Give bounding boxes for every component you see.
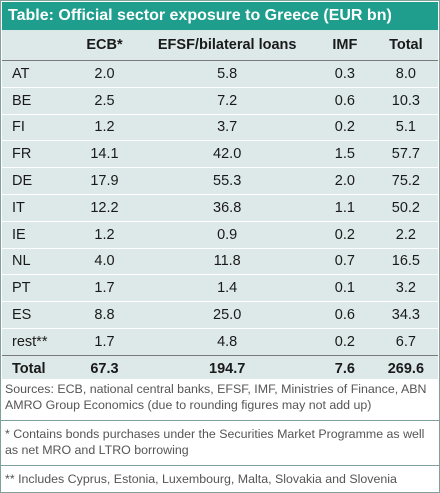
- cell-efsf: 0.9: [138, 221, 316, 249]
- row-country: PT: [2, 274, 71, 303]
- cell-efsf: 7.2: [138, 87, 316, 115]
- cell-efsf: 42.0: [138, 140, 316, 169]
- cell-efsf: 5.8: [138, 60, 316, 88]
- cell-total: 6.7: [395, 333, 416, 350]
- row-country: NL: [2, 248, 71, 276]
- cell-imf: 0.1: [315, 274, 374, 303]
- footnote-divider: [1, 420, 440, 421]
- row-country: BE: [2, 87, 71, 115]
- cell-efsf: 11.8: [138, 248, 316, 276]
- cell-imf: 0.2: [315, 221, 374, 249]
- totals-imf: 7.6: [315, 354, 374, 382]
- cell-efsf: 36.8: [138, 194, 316, 222]
- footnotes: Sources: ECB, national central banks, EF…: [1, 381, 440, 487]
- cell-imf: 0.3: [315, 60, 374, 88]
- table-row: IT 12.2 36.8 1.1 50.2: [2, 194, 438, 222]
- row-country: ES: [2, 301, 71, 329]
- cell-total: 2.2: [373, 221, 438, 249]
- cell-total: 75.2: [373, 167, 438, 195]
- header-country: [2, 30, 71, 61]
- row-country: FI: [2, 114, 71, 142]
- header-ecb: ECB*: [70, 30, 139, 61]
- row-country: DE: [2, 167, 71, 195]
- cell-imf: 2.0: [315, 167, 374, 195]
- table-row: AT 2.0 5.8 0.3 8.0: [2, 60, 438, 88]
- cell-imf: 0.6: [315, 301, 374, 329]
- header-total: Total: [373, 30, 438, 61]
- cell-ecb: 1.7: [94, 333, 115, 350]
- row-country: IE: [2, 221, 71, 249]
- totals-ecb: 67.3: [70, 354, 139, 382]
- cell-ecb: 8.8: [70, 301, 139, 329]
- cell-imf: 1.1: [315, 194, 374, 222]
- cell-total: 10.3: [373, 87, 438, 115]
- cell-total: 5.1: [373, 114, 438, 142]
- table-row: FR 14.1 42.0 1.5 57.7: [2, 140, 438, 169]
- exposure-table-container: ECB* EFSF/bilateral loans IMF Total AT 2.…: [2, 30, 438, 382]
- table-row: PT 1.7 1.4 0.1 3.2: [2, 274, 438, 303]
- cell-total: 34.3: [373, 301, 438, 329]
- table-row: DE 17.9 55.3 2.0 75.2: [2, 167, 438, 195]
- row-country: IT: [2, 194, 71, 222]
- totals-label: Total: [2, 354, 71, 382]
- table-rows: AT 2.0 5.8 0.3 8.0 BE 2.5 7.2 0.6 10.3 FI 1.2 3.7 0.2…: [2, 60, 438, 356]
- row-country: AT: [2, 60, 71, 88]
- cell-imf: 1.5: [315, 140, 374, 169]
- cell-imf: 0.2: [334, 333, 355, 350]
- cell-imf: 0.2: [315, 114, 374, 142]
- table-row: rest** 1.7 4.8 0.2 6.7: [2, 328, 438, 355]
- cell-ecb: 1.2: [70, 221, 139, 249]
- exposure-table: ECB* EFSF/bilateral loans IMF Total AT 2.…: [2, 30, 438, 382]
- cell-ecb: 14.1: [70, 140, 139, 169]
- totals-total: 269.6: [373, 354, 438, 382]
- totals-row: Total 67.3 194.7 7.6 269.6: [2, 354, 438, 382]
- cell-total: 8.0: [373, 60, 438, 88]
- sources-note: Sources: ECB, national central banks, EF…: [5, 382, 427, 412]
- cell-total: 50.2: [373, 194, 438, 222]
- header-row: ECB* EFSF/bilateral loans IMF Total: [2, 30, 438, 61]
- table-row: FI 1.2 3.7 0.2 5.1: [2, 114, 438, 142]
- cell-ecb: 1.2: [70, 114, 139, 142]
- header-efsf: EFSF/bilateral loans: [138, 30, 316, 61]
- table-title: Table: Official sector exposure to Greec…: [2, 2, 438, 30]
- cell-efsf: 4.8: [217, 333, 238, 350]
- rest-footnote: ** Includes Cyprus, Estonia, Luxembourg,…: [5, 472, 397, 486]
- cell-efsf: 25.0: [138, 301, 316, 329]
- cell-ecb: 2.5: [70, 87, 139, 115]
- cell-total: 16.5: [373, 248, 438, 276]
- cell-total: 3.2: [373, 274, 438, 303]
- cell-ecb: 12.2: [70, 194, 139, 222]
- table-row: IE 1.2 0.9 0.2 2.2: [2, 221, 438, 249]
- cell-efsf: 55.3: [138, 167, 316, 195]
- table-row: NL 4.0 11.8 0.7 16.5: [2, 248, 438, 276]
- header-imf: IMF: [315, 30, 374, 61]
- cell-ecb: 1.7: [70, 274, 139, 303]
- table-row: BE 2.5 7.2 0.6 10.3: [2, 87, 438, 115]
- totals-efsf: 194.7: [138, 354, 316, 382]
- cell-efsf: 3.7: [138, 114, 316, 142]
- cell-efsf: 1.4: [138, 274, 316, 303]
- ecb-footnote: * Contains bonds purchases under the Sec…: [5, 427, 425, 457]
- cell-imf: 0.6: [315, 87, 374, 115]
- cell-ecb: 2.0: [70, 60, 139, 88]
- cell-ecb: 17.9: [70, 167, 139, 195]
- cell-ecb: 4.0: [70, 248, 139, 276]
- row-country: FR: [2, 140, 71, 169]
- table-row: ES 8.8 25.0 0.6 34.3: [2, 301, 438, 329]
- footnote-divider: [1, 465, 440, 466]
- cell-imf: 0.7: [315, 248, 374, 276]
- row-country: rest**: [12, 333, 48, 350]
- cell-total: 57.7: [373, 140, 438, 169]
